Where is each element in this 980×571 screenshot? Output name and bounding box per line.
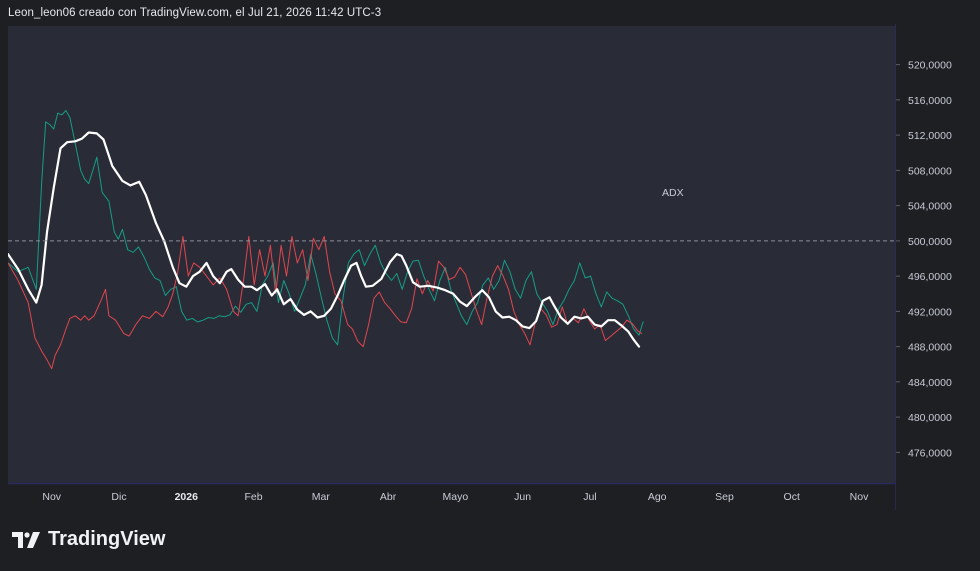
price-axis[interactable]: 520,0000 516,0000 512,0000 508,0000 504,0000… [896,24,980,510]
y-tick-label: 520,0000 [908,60,952,72]
y-axis-labels: 520,0000 516,0000 512,0000 508,0000 504,0000… [896,60,952,459]
tradingview-logo-icon [12,531,40,548]
tradingview-brand[interactable]: TradingView [12,528,165,551]
x-tick-label: 2026 [175,491,199,503]
y-tick-label: 476,0000 [908,447,952,459]
series-layer [8,110,644,370]
x-tick-label: Abr [380,491,397,503]
x-tick-label: Oct [784,491,800,503]
y-tick-label: 500,0000 [908,236,952,248]
x-tick-label: Nov [850,491,869,503]
chart-area[interactable]: ADX Nov Dic 2026 Feb Mar Abr Mayo Jun Jul Ago Sep O… [8,24,896,510]
price-chart[interactable]: ADX Nov Dic 2026 Feb Mar Abr Mayo Jun Jul Ago Sep O… [8,24,896,510]
y-tick-label: 492,0000 [908,306,952,318]
y-tick-label: 516,0000 [908,95,952,107]
series-line-0[interactable] [8,131,641,348]
x-tick-label: Jun [514,491,531,503]
adx-indicator-label[interactable]: ADX [662,187,684,199]
y-tick-label: 480,0000 [908,412,952,424]
y-tick-label: 512,0000 [908,130,952,142]
x-tick-label: Dic [111,491,126,503]
y-tick-label: 488,0000 [908,342,952,354]
y-tick-label: 508,0000 [908,165,952,177]
x-tick-label: Mar [312,491,331,503]
y-tick-label: 496,0000 [908,271,952,283]
x-tick-label: Sep [715,491,734,503]
x-tick-label: Jul [583,491,596,503]
x-tick-label: Feb [244,491,262,503]
y-tick-label: 484,0000 [908,377,952,389]
series-line-2[interactable] [8,110,644,346]
x-tick-label: Mayo [443,491,469,503]
brand-name: TradingView [48,528,166,550]
y-tick-label: 504,0000 [908,201,952,213]
price-axis-background [896,24,980,510]
x-axis-labels: Nov Dic 2026 Feb Mar Abr Mayo Jun Jul Ago Sep Oct No… [42,491,869,503]
x-tick-label: Nov [42,491,61,503]
plot-panel [8,26,896,483]
x-tick-label: Ago [648,491,667,503]
chart-caption: Leon_leon06 creado con TradingView.com, … [8,7,382,19]
x-axis-strip[interactable] [8,483,896,510]
